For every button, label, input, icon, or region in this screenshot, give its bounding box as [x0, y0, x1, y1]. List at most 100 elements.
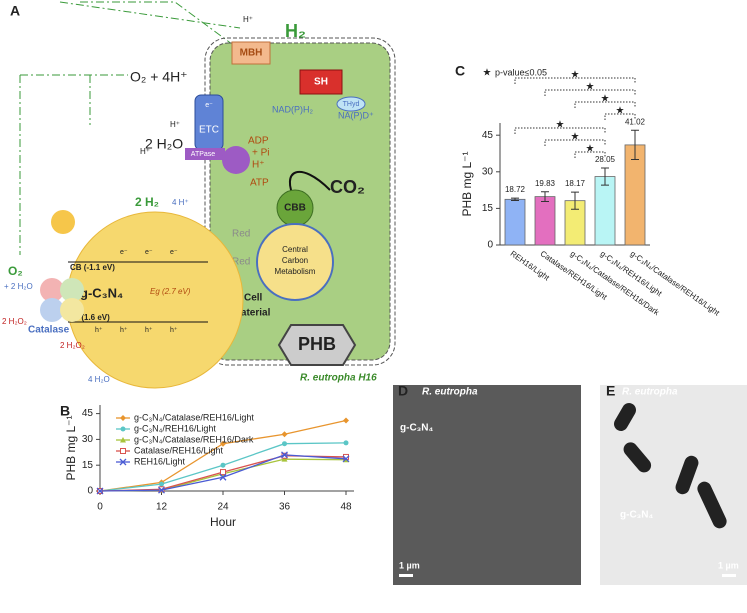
- significance-star: ★: [586, 82, 595, 93]
- significance-bracket: [574, 151, 606, 158]
- diagram-label: h⁺: [145, 327, 153, 334]
- diagram-label: Central: [282, 245, 308, 254]
- panel-label: C: [455, 63, 465, 79]
- x-tick-label: 0: [97, 502, 103, 513]
- x-tick-label: 36: [279, 502, 291, 513]
- error-bar: [631, 129, 639, 161]
- legend-label: REH16/Light: [134, 456, 186, 466]
- panel-a: A MBH H⁺ H₂ SH O₂ + 4H⁺ e⁻ ETC H⁺ 2 H₂O …: [2, 1, 396, 389]
- y-axis-title: PHB mg L⁻¹: [64, 415, 78, 480]
- legend-label: g-C₃N₄/Catalase/REH16/Light: [134, 412, 254, 422]
- point: [220, 440, 226, 447]
- diagram-label: CO₂: [330, 177, 365, 197]
- diagram-label: SH: [314, 77, 328, 88]
- point: [281, 456, 288, 462]
- diagram-label: VB (1.6 eV): [68, 313, 110, 322]
- diagram-label: H⁺: [170, 120, 180, 129]
- diagram-label: h⁺: [95, 327, 103, 334]
- diagram-label: 2 H₂: [135, 195, 159, 209]
- point: [119, 458, 127, 466]
- micrograph-label: g-C₃N₄: [620, 510, 654, 521]
- x-axis-title: Hour: [210, 515, 236, 529]
- diagram-label: e⁻: [120, 249, 128, 256]
- y-tick-label: 30: [82, 434, 94, 445]
- scale-bar: 1 µm: [399, 560, 420, 570]
- diagram-label: h⁺: [170, 327, 178, 334]
- diagram-label: Red: [232, 257, 250, 268]
- micrograph-label: g-C₃N₄: [400, 423, 434, 434]
- point: [159, 481, 164, 487]
- diagram-label: ADP: [248, 136, 269, 147]
- y-axis-title: PHB mg L⁻¹: [460, 151, 474, 216]
- diagram-label: Red: [232, 229, 250, 240]
- x-tick-label: 12: [156, 502, 168, 513]
- diagram-label: CB (-1.1 eV): [70, 263, 115, 272]
- diagram-label: H₂: [285, 21, 306, 41]
- point: [220, 462, 226, 468]
- diagram-label: e⁻: [205, 102, 213, 109]
- value-label: 28.05: [595, 155, 616, 164]
- error-bar: [601, 167, 609, 186]
- y-tick-label: 45: [482, 130, 494, 141]
- bar: [594, 176, 616, 246]
- y-tick-label: 0: [487, 240, 493, 251]
- diagram-label: H⁺: [140, 147, 150, 156]
- value-label: 19.83: [535, 179, 556, 188]
- diagram-label: 4 H⁺: [172, 198, 189, 207]
- panel-label: D: [398, 383, 408, 399]
- value-label: 18.17: [565, 179, 586, 188]
- panel-d: D R. eutropha g-C₃N₄ 1 µm: [393, 383, 581, 585]
- error-bar: [541, 191, 549, 202]
- significance-bracket: [574, 101, 636, 108]
- diagram-label: O₂: [8, 264, 23, 278]
- significance-bracket: [604, 113, 636, 120]
- diagram-label: e⁻: [145, 249, 153, 256]
- diagram-label: NA(P)D⁺: [338, 110, 374, 120]
- significance-star: ★: [571, 70, 580, 81]
- legend-label: g-C₃N₄/REH16/Light: [134, 423, 216, 433]
- diagram-label: H⁺: [243, 15, 253, 24]
- point: [281, 431, 288, 438]
- diagram-label: h⁺: [120, 327, 128, 334]
- scale-bar: 1 µm: [718, 560, 739, 570]
- diagram-label: MBH: [240, 48, 263, 59]
- diagram-label: + Pi: [252, 148, 270, 159]
- x-tick-label: 48: [340, 502, 352, 513]
- significance-star: ★: [616, 106, 625, 117]
- significance-legend: p-value≤0.05: [495, 67, 547, 77]
- significance-bracket: [544, 139, 606, 146]
- significance-bracket: [514, 77, 636, 84]
- diagram-label: PHB: [298, 334, 336, 354]
- point: [282, 441, 287, 447]
- diagram-label: material: [232, 308, 271, 319]
- significance-star: ★: [571, 132, 580, 143]
- point: [281, 451, 288, 459]
- diagram-label: Metabolism: [275, 267, 316, 276]
- diagram-label: Eg (2.7 eV): [150, 287, 191, 296]
- point: [343, 417, 349, 424]
- diagram-label: NAD(P)H₂: [272, 104, 313, 114]
- diagram-label: ATPase: [191, 151, 215, 158]
- diagram-label: e⁻: [170, 249, 178, 256]
- diagram-label: R. eutropha H16: [300, 373, 377, 384]
- diagram-label: g-C₃N₄: [80, 285, 123, 300]
- significance-bracket: [544, 89, 636, 96]
- significance-star: ★: [586, 144, 595, 155]
- diagram-label: CBB: [284, 203, 306, 214]
- diagram-label: 2 H₂O₂: [60, 341, 85, 350]
- error-bar: [571, 191, 579, 210]
- y-tick-label: 0: [87, 486, 93, 497]
- panel-e: E R. eutropha g-C₃N₄ 1 µm: [600, 383, 747, 585]
- point: [342, 455, 350, 463]
- diagram-label: 2 H₂O: [145, 136, 183, 152]
- panel-label: E: [606, 383, 615, 399]
- y-tick-label: 15: [482, 203, 494, 214]
- point: [120, 426, 126, 432]
- diagram-label: Carbon: [282, 256, 308, 265]
- point: [158, 486, 165, 494]
- y-tick-label: 30: [482, 166, 494, 177]
- y-tick-label: 45: [82, 408, 94, 419]
- diagram-label: Cell: [244, 293, 263, 304]
- point: [343, 440, 349, 446]
- panel-label: A: [10, 3, 20, 19]
